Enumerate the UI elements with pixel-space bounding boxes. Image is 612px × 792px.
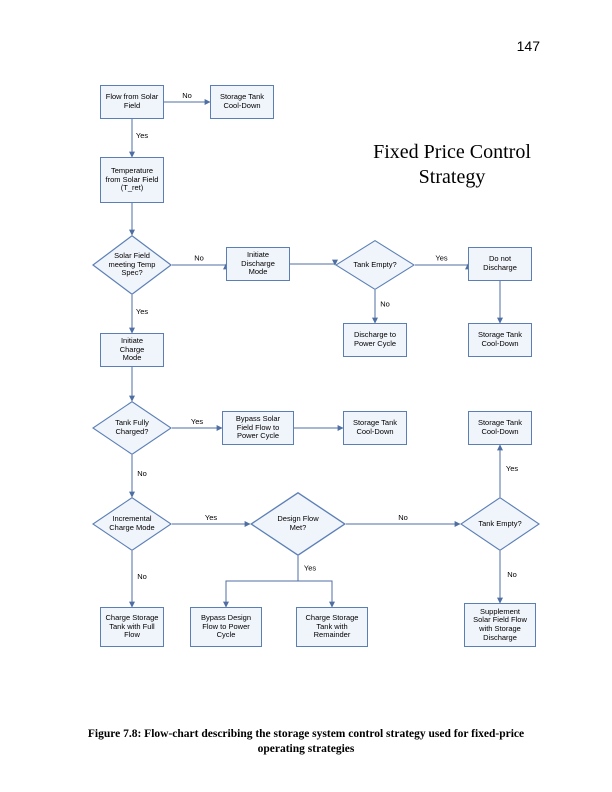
- flowchart-node-n_chg_rem: Charge StorageTank withRemainder: [296, 607, 368, 647]
- svg-text:No: No: [137, 469, 147, 478]
- flowchart-node-n_design: Design FlowMet?: [250, 492, 346, 556]
- svg-text:Yes: Yes: [136, 307, 148, 316]
- flowchart-title: Fixed Price ControlStrategy: [352, 140, 552, 190]
- flowchart-node-n_no_dis: Do notDischarge: [468, 247, 532, 281]
- flowchart-node-n_supp: SupplementSolar Field Flowwith StorageDi…: [464, 603, 536, 647]
- svg-text:Yes: Yes: [435, 254, 447, 263]
- flowchart-node-n_tank_empty1: Tank Empty?: [335, 240, 415, 290]
- flowchart-node-n_tank_empty2: Tank Empty?: [460, 497, 540, 551]
- svg-text:No: No: [137, 572, 147, 581]
- svg-text:Yes: Yes: [136, 131, 148, 140]
- svg-text:No: No: [182, 91, 192, 100]
- flowchart-node-n_cool4: Storage TankCool-Down: [468, 411, 532, 445]
- flowchart-node-n_full: Tank FullyCharged?: [92, 401, 172, 455]
- flowchart-node-n_spec: Solar Fieldmeeting TempSpec?: [92, 235, 172, 295]
- svg-text:No: No: [380, 300, 390, 309]
- flowchart-node-n_bypass1: Bypass SolarField Flow toPower Cycle: [222, 411, 294, 445]
- flowchart-node-n_temp: Temperaturefrom Solar Field(T_ret): [100, 157, 164, 203]
- flowchart-node-n_dis_pc: Discharge toPower Cycle: [343, 323, 407, 357]
- svg-text:Yes: Yes: [304, 564, 316, 573]
- flowchart-node-n_chg_full: Charge StorageTank with FullFlow: [100, 607, 164, 647]
- svg-text:No: No: [194, 254, 204, 263]
- flowchart-node-n_cool1: Storage TankCool-Down: [210, 85, 274, 119]
- flowchart-node-n_inc: IncrementalCharge Mode: [92, 497, 172, 551]
- flowchart-node-n_init_chg: InitiateChargeMode: [100, 333, 164, 367]
- flowchart-node-n_cool2: Storage TankCool-Down: [468, 323, 532, 357]
- page-number: 147: [517, 38, 540, 54]
- svg-text:No: No: [398, 513, 408, 522]
- svg-text:Yes: Yes: [506, 464, 518, 473]
- flowchart-node-n_bypass2: Bypass DesignFlow to PowerCycle: [190, 607, 262, 647]
- svg-text:No: No: [507, 570, 517, 579]
- flowchart-node-n_init_dis: InitiateDischargeMode: [226, 247, 290, 281]
- figure-caption: Figure 7.8: Flow-chart describing the st…: [72, 727, 540, 757]
- flowchart-node-n_cool3: Storage TankCool-Down: [343, 411, 407, 445]
- svg-text:Yes: Yes: [191, 417, 203, 426]
- flowchart-node-n_flow_solar: Flow from SolarField: [100, 85, 164, 119]
- flowchart-area: No Yes No Yes Yes No Yes No Yes No No Yes Yes No Fixe…: [90, 75, 560, 685]
- svg-text:Yes: Yes: [205, 513, 217, 522]
